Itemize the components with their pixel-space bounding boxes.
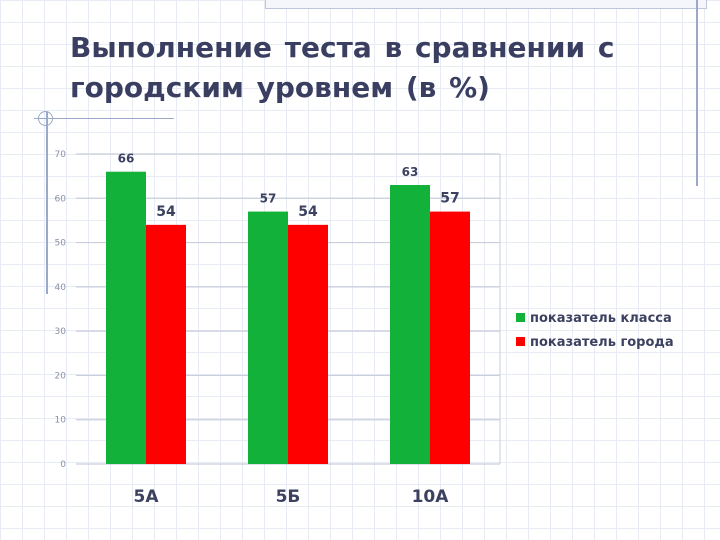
x-category-label: 10А [412,487,450,507]
data-label: 63 [402,165,419,179]
legend-label: показатель города [530,335,674,350]
y-tick-label: 0 [60,460,66,470]
y-tick-label: 50 [55,239,67,249]
x-category-label: 5А [134,487,160,507]
y-tick-label: 20 [55,371,67,381]
data-label: 57 [260,192,277,206]
data-label: 54 [156,204,176,220]
data-label: 66 [118,152,135,166]
data-label: 54 [298,204,318,220]
y-tick-label: 70 [55,150,67,160]
decorative-line-right [696,0,698,186]
legend-swatch [516,313,525,322]
bar-city [146,224,186,464]
bar-class [390,185,430,464]
decorative-circle [38,111,53,126]
y-tick-label: 40 [55,283,67,293]
legend-label: показатель класса [530,311,672,326]
bar-class [248,211,288,464]
x-category-label: 5Б [276,487,301,507]
y-tick-label: 10 [55,416,67,426]
bar-class [106,171,146,464]
decorative-frame-top [265,0,707,9]
data-label: 57 [440,191,459,207]
bar-city [430,211,470,464]
slide-title: Выполнение теста в сравнении с городским… [70,31,615,104]
y-tick-label: 60 [55,194,67,204]
decorative-line-horizontal [34,118,174,119]
y-tick-label: 30 [55,327,67,337]
bar-city [288,224,328,464]
legend-swatch [516,337,525,346]
decorative-line-left [46,112,48,294]
